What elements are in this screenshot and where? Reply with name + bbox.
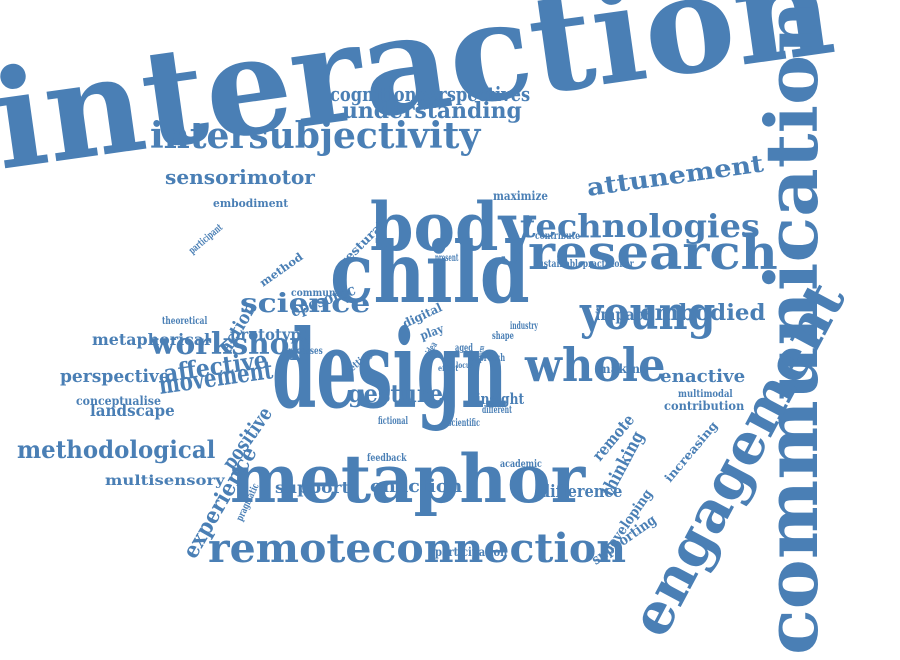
word-remoteconnection: remoteconnection bbox=[208, 525, 627, 573]
word-conceptualise: conceptualise bbox=[76, 394, 161, 409]
word-insight: insight bbox=[476, 389, 525, 408]
word-research: research bbox=[528, 224, 778, 281]
word-participant: participant bbox=[187, 222, 225, 257]
word-cognitionperspectives: cognitionperspectives bbox=[330, 81, 531, 106]
word-multimodal: multimodal bbox=[678, 388, 733, 400]
word-design: design bbox=[272, 307, 508, 434]
word-effect: effect bbox=[438, 363, 459, 374]
word-making: making bbox=[598, 362, 649, 377]
word-body: body bbox=[370, 187, 535, 266]
word-young: young bbox=[580, 286, 716, 341]
word-metaphorical: metaphorical bbox=[92, 329, 211, 349]
word-enactive: enactive bbox=[660, 366, 746, 388]
word-intersubjectivity: intersubjectivity bbox=[150, 115, 481, 158]
word-embodied: embodied bbox=[640, 299, 766, 326]
word-support: support bbox=[275, 477, 350, 497]
word-landscape: landscape bbox=[90, 400, 175, 420]
word-different: different bbox=[482, 404, 512, 416]
word-sensorimotor: sensorimotor bbox=[165, 164, 315, 189]
word-metaphor: metaphor bbox=[230, 439, 586, 518]
word-participation: participation bbox=[435, 545, 508, 560]
word-academic: academic bbox=[500, 458, 542, 470]
word-maximize: maximize bbox=[493, 189, 548, 204]
word-technologies: technologies bbox=[520, 206, 760, 245]
word-form: form bbox=[475, 345, 487, 359]
word-approach: approach bbox=[470, 352, 506, 364]
word-method: method bbox=[257, 250, 306, 290]
word-enaction: enaction bbox=[370, 476, 463, 498]
word-locus: locus bbox=[456, 360, 474, 371]
word-contribute: contribute bbox=[535, 230, 580, 242]
word-shape: shape bbox=[492, 330, 514, 342]
word-child: child bbox=[330, 223, 530, 323]
word-aged: aged bbox=[455, 342, 473, 354]
word-embodiment: embodiment bbox=[213, 196, 289, 210]
word-processes: processes bbox=[283, 345, 323, 357]
word-feedback: feedback bbox=[367, 452, 407, 464]
word-whole: whole bbox=[525, 338, 666, 393]
word-impact: impact bbox=[595, 304, 650, 324]
word-theoretical: theoretical bbox=[162, 315, 208, 327]
word-methodological: methodological bbox=[17, 435, 216, 465]
word-gesture: gesture bbox=[348, 379, 443, 409]
word-difference: difference bbox=[540, 482, 623, 503]
word-attunement: attunement bbox=[584, 148, 766, 203]
word-multisensory: multisensory bbox=[105, 472, 225, 489]
word-fictional: fictional bbox=[378, 415, 408, 427]
word-present: present bbox=[435, 252, 459, 264]
word-sustainablepractitioner: sustainablepractitioner bbox=[534, 258, 634, 270]
word-workshop: workshop bbox=[150, 327, 311, 363]
word-prototype: prototype bbox=[230, 324, 311, 344]
word-industry: industry bbox=[510, 320, 538, 332]
word-scientific: scientific bbox=[448, 417, 480, 429]
word-understanding: understanding bbox=[342, 97, 522, 124]
word-science: science bbox=[240, 288, 371, 319]
word-community: community bbox=[291, 287, 349, 299]
word-contribution: contribution bbox=[664, 399, 745, 414]
word-perspective: perspective bbox=[60, 366, 170, 388]
